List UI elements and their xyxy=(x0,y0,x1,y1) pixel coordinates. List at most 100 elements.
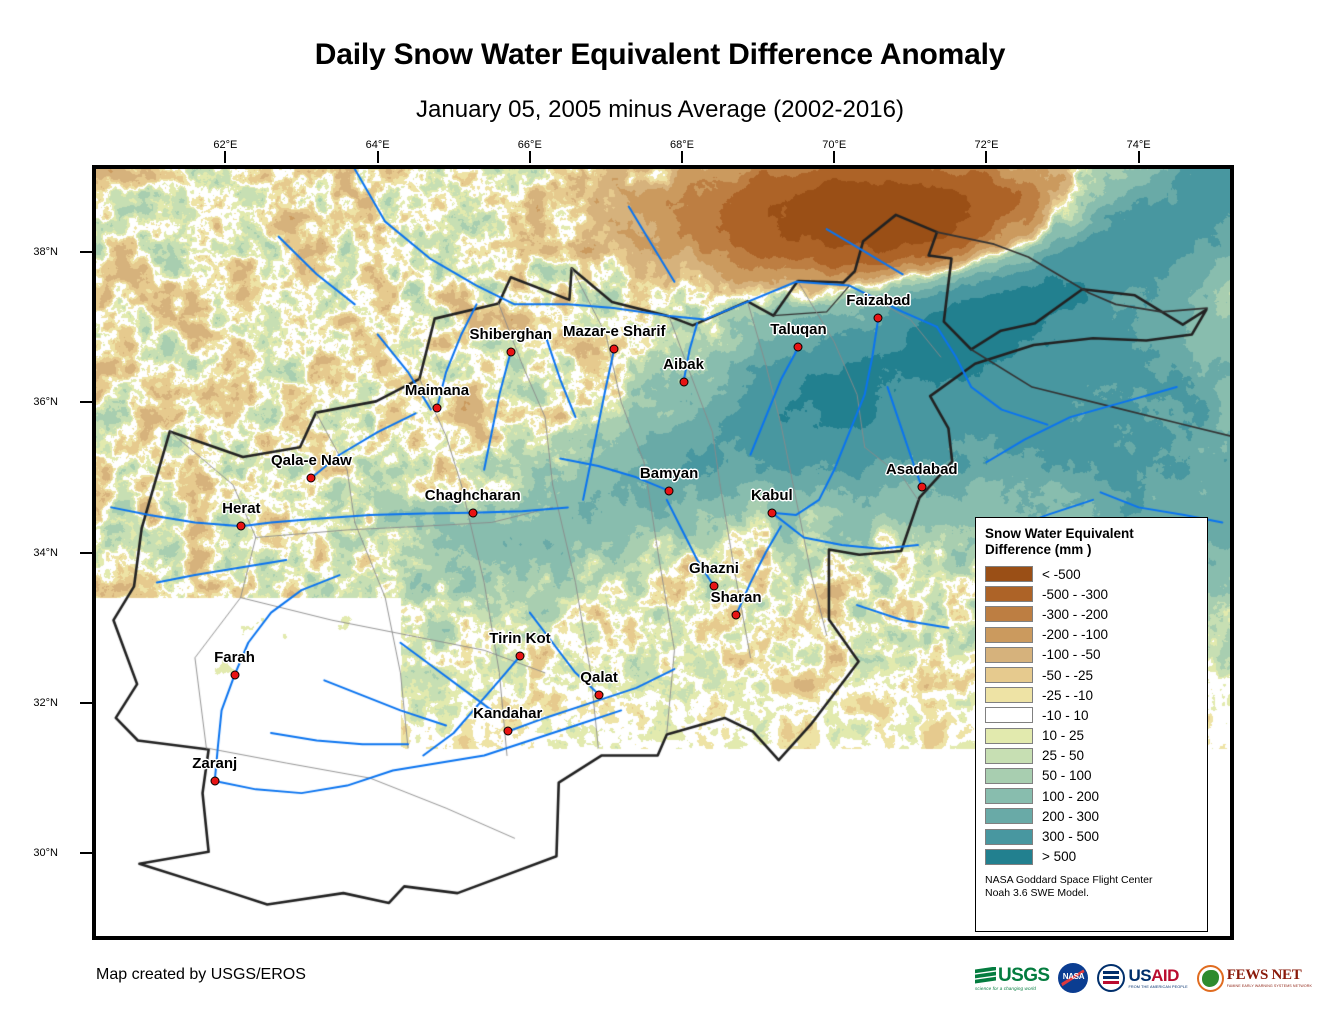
lat-tick xyxy=(80,701,92,704)
city-label: Maimana xyxy=(404,382,470,400)
legend-note-line2: Noah 3.6 SWE Model. xyxy=(985,886,1089,899)
legend-row: -25 - -10 xyxy=(985,685,1198,705)
city-label: Mazar-e Sharif xyxy=(563,322,666,340)
legend-color-swatch xyxy=(985,667,1033,684)
lon-tick-label: 70°E xyxy=(822,139,847,151)
fews-net-logo: FEWS NET FAMINE EARLY WARNING SYSTEMS NE… xyxy=(1196,964,1312,992)
city-label: Farah xyxy=(214,649,255,667)
legend-panel: Snow Water Equivalent Difference (mm ) <… xyxy=(975,517,1208,932)
lon-tick xyxy=(376,151,379,163)
legend-label: -100 - -50 xyxy=(1042,647,1101,663)
usgs-logo-text: USGS xyxy=(998,964,1050,986)
lat-tick-label: 30°N xyxy=(33,847,58,860)
page-subtitle: January 05, 2005 minus Average (2002-201… xyxy=(416,96,904,123)
city-dot-icon xyxy=(917,482,927,492)
legend-row: -500 - -300 xyxy=(985,584,1198,604)
lat-tick xyxy=(80,852,92,855)
city-label: Taluqan xyxy=(770,321,827,339)
legend-label: 25 - 50 xyxy=(1042,748,1085,764)
city-label: Kandahar xyxy=(473,705,543,723)
lat-tick xyxy=(80,551,92,554)
legend-color-swatch xyxy=(985,707,1033,724)
lat-tick-label: 38°N xyxy=(33,245,58,258)
fews-globe-icon xyxy=(1196,964,1224,992)
legend-label: -200 - -100 xyxy=(1042,627,1109,643)
legend-label: -10 - 10 xyxy=(1042,707,1089,723)
usgs-logo-tagline: science for a changing world xyxy=(975,985,1037,991)
legend-label: 200 - 300 xyxy=(1042,808,1100,824)
lon-tick-label: 64°E xyxy=(365,139,390,151)
legend-label: 50 - 100 xyxy=(1042,768,1092,784)
city-dot-icon xyxy=(503,726,513,736)
city-label: Qalat xyxy=(580,668,618,686)
legend-color-swatch xyxy=(985,626,1033,643)
legend-row: < -500 xyxy=(985,564,1198,584)
legend-title-line1: Snow Water Equivalent xyxy=(985,526,1134,541)
city-label: Aibak xyxy=(663,355,704,373)
legend-row: 25 - 50 xyxy=(985,746,1198,766)
city-dot-icon xyxy=(731,610,741,620)
legend-color-swatch xyxy=(985,788,1033,805)
city-label: Shiberghan xyxy=(469,325,553,343)
legend-label: -300 - -200 xyxy=(1042,606,1109,622)
lon-tick xyxy=(985,151,988,163)
legend-row: -200 - -100 xyxy=(985,625,1198,645)
usaid-seal-icon xyxy=(1097,964,1126,992)
city-dot-icon xyxy=(468,508,478,518)
legend-row: -10 - 10 xyxy=(985,705,1198,725)
legend-label: 100 - 200 xyxy=(1042,788,1100,804)
city-dot-icon xyxy=(506,347,516,357)
city-dot-icon xyxy=(767,508,777,518)
city-dot-icon xyxy=(873,313,883,323)
legend-color-swatch xyxy=(985,747,1033,764)
usaid-logo-tagline: FROM THE AMERICAN PEOPLE xyxy=(1128,985,1188,989)
legend-color-swatch xyxy=(985,767,1033,784)
lon-tick xyxy=(224,151,227,163)
legend-color-swatch xyxy=(985,566,1033,583)
legend-color-swatch xyxy=(985,808,1033,825)
lat-tick-label: 36°N xyxy=(33,396,58,409)
lat-tick xyxy=(80,401,92,404)
legend-color-swatch xyxy=(985,646,1033,663)
city-dot-icon xyxy=(515,651,525,661)
city-dot-icon xyxy=(793,342,803,352)
city-dot-icon xyxy=(609,344,619,354)
city-label: Asadabad xyxy=(885,461,958,479)
city-label: Sharan xyxy=(710,588,762,606)
map-credit: Map created by USGS/EROS xyxy=(96,966,306,983)
lon-tick xyxy=(528,151,531,163)
city-label: Faizabad xyxy=(846,291,911,309)
city-label: Kabul xyxy=(750,486,793,504)
page-title: Daily Snow Water Equivalent Difference A… xyxy=(314,38,1006,71)
nasa-logo-text: NASA xyxy=(1062,972,1085,981)
lat-tick-label: 32°N xyxy=(33,696,58,709)
legend-label: > 500 xyxy=(1042,849,1077,865)
lat-tick-label: 34°N xyxy=(33,546,58,559)
lon-tick xyxy=(681,151,684,163)
city-dot-icon xyxy=(679,377,689,387)
legend-row: -50 - -25 xyxy=(985,665,1198,685)
city-dot-icon xyxy=(432,403,442,413)
lon-tick xyxy=(833,151,836,163)
agency-logo-strip: USGS science for a changing world NASA U… xyxy=(975,958,1312,998)
lon-tick-label: 62°E xyxy=(213,139,238,151)
legend-row: 10 - 25 xyxy=(985,726,1198,746)
legend-label: < -500 xyxy=(1042,566,1081,582)
legend-color-swatch xyxy=(985,586,1033,603)
legend-row: -100 - -50 xyxy=(985,645,1198,665)
city-label: Herat xyxy=(222,500,261,518)
city-label: Chaghcharan xyxy=(424,486,521,504)
city-dot-icon xyxy=(230,670,239,680)
city-dot-icon xyxy=(664,486,674,496)
legend-color-swatch xyxy=(985,606,1033,623)
lon-tick-label: 66°E xyxy=(517,139,542,151)
usaid-logo: USAID FROM THE AMERICAN PEOPLE xyxy=(1097,964,1188,992)
fews-logo-text: FEWS NET xyxy=(1226,967,1302,983)
legend-note-line1: NASA Goddard Space Flight Center xyxy=(985,873,1153,886)
legend-color-swatch xyxy=(985,828,1033,845)
legend-label: 300 - 500 xyxy=(1042,829,1100,845)
city-dot-icon xyxy=(236,521,246,531)
usaid-logo-text-aid: AID xyxy=(1151,966,1179,985)
usgs-logo: USGS science for a changing world xyxy=(975,964,1050,991)
legend-row: 100 - 200 xyxy=(985,786,1198,806)
